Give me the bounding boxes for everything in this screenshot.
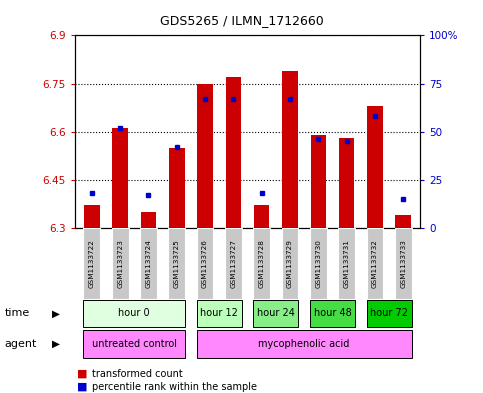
Bar (197, 300, 242, 327)
Bar (84, 228, 100, 299)
Text: ▶: ▶ (52, 339, 59, 349)
Bar (112, 228, 128, 299)
Bar (84, 206, 99, 228)
Bar (254, 300, 298, 327)
Text: ▶: ▶ (52, 309, 59, 318)
Text: GSM1133730: GSM1133730 (315, 239, 321, 288)
Bar (396, 215, 411, 228)
Text: GSM1133727: GSM1133727 (230, 239, 236, 288)
Bar (225, 228, 242, 299)
Bar (197, 228, 213, 299)
Bar (113, 129, 128, 228)
Bar (141, 212, 156, 228)
Bar (84, 330, 185, 358)
Bar (367, 300, 412, 327)
Text: GSM1133733: GSM1133733 (400, 239, 406, 288)
Text: time: time (5, 309, 30, 318)
Bar (339, 138, 355, 228)
Text: agent: agent (5, 339, 37, 349)
Bar (226, 77, 241, 228)
Bar (282, 71, 298, 228)
Text: GSM1133726: GSM1133726 (202, 239, 208, 288)
Text: hour 24: hour 24 (257, 309, 295, 318)
Bar (169, 228, 185, 299)
Bar (311, 135, 326, 228)
Text: GSM1133728: GSM1133728 (259, 239, 265, 288)
Bar (254, 206, 270, 228)
Bar (395, 228, 412, 299)
Text: GSM1133732: GSM1133732 (372, 239, 378, 288)
Bar (140, 228, 157, 299)
Bar (367, 228, 384, 299)
Text: hour 0: hour 0 (118, 309, 150, 318)
Text: GSM1133722: GSM1133722 (89, 239, 95, 288)
Bar (367, 106, 383, 228)
Text: hour 72: hour 72 (370, 309, 408, 318)
Text: GSM1133729: GSM1133729 (287, 239, 293, 288)
Text: GSM1133725: GSM1133725 (174, 239, 180, 288)
Bar (338, 228, 355, 299)
Bar (197, 84, 213, 228)
Text: percentile rank within the sample: percentile rank within the sample (92, 382, 257, 392)
Text: GSM1133731: GSM1133731 (343, 239, 350, 288)
Text: mycophenolic acid: mycophenolic acid (258, 339, 350, 349)
Bar (310, 300, 355, 327)
Bar (169, 148, 185, 228)
Text: GSM1133723: GSM1133723 (117, 239, 123, 288)
Text: GDS5265 / ILMN_1712660: GDS5265 / ILMN_1712660 (159, 14, 324, 27)
Text: hour 48: hour 48 (313, 309, 351, 318)
Bar (84, 300, 185, 327)
Bar (282, 228, 298, 299)
Text: ■: ■ (77, 382, 88, 392)
Bar (310, 228, 327, 299)
Text: transformed count: transformed count (92, 369, 183, 379)
Text: ■: ■ (77, 369, 88, 379)
Text: hour 12: hour 12 (200, 309, 238, 318)
Bar (197, 330, 412, 358)
Text: untreated control: untreated control (92, 339, 177, 349)
Bar (254, 228, 270, 299)
Text: GSM1133724: GSM1133724 (145, 239, 152, 288)
